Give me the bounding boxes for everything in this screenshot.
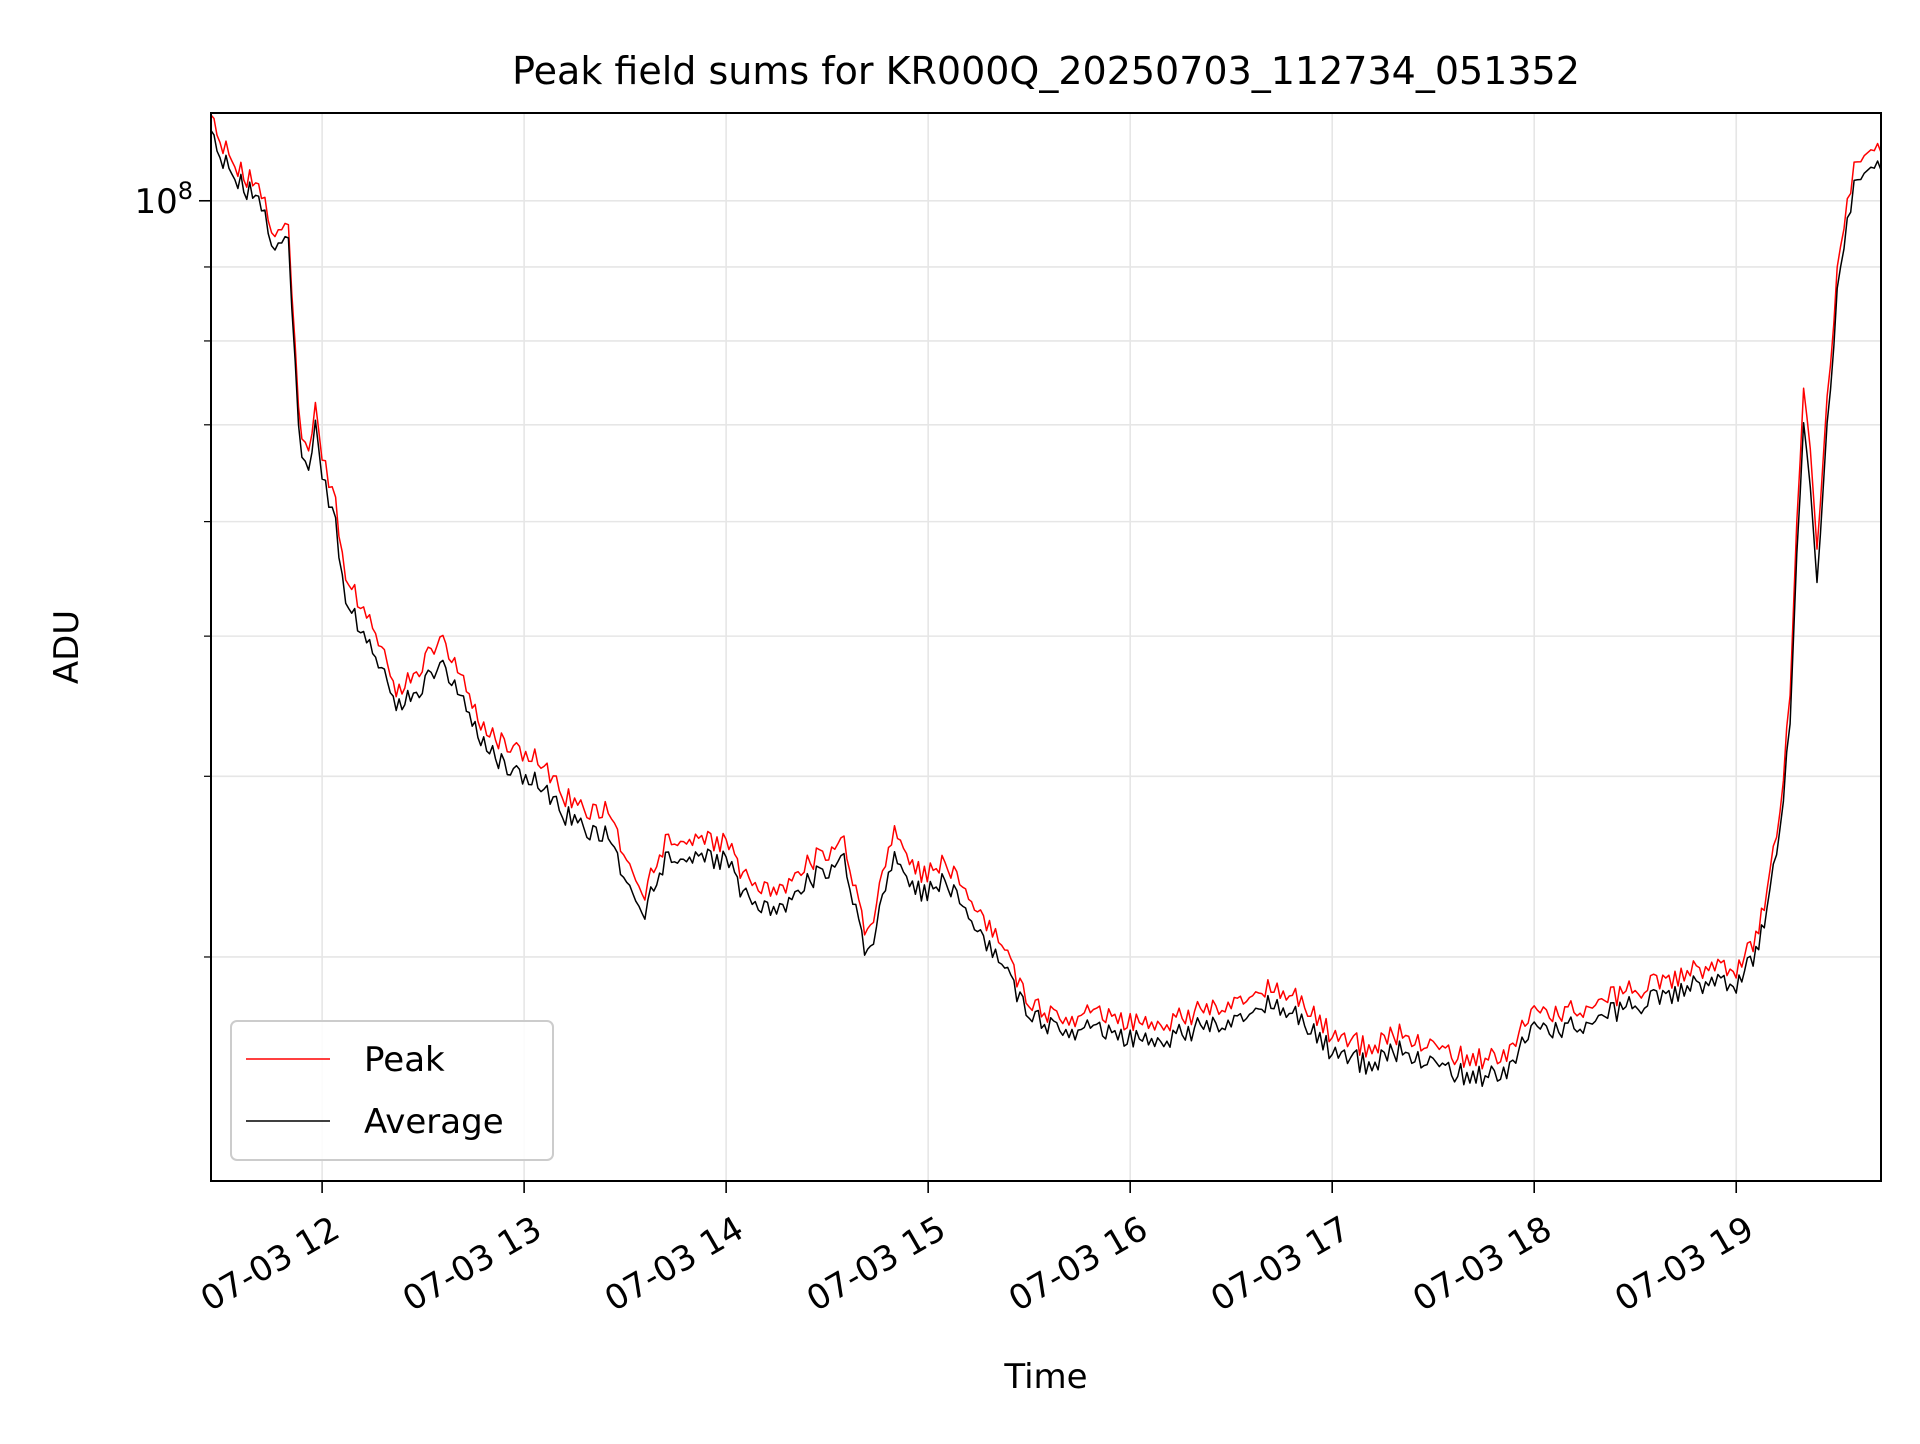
series-line-peak	[210, 114, 1882, 1070]
plot-frame	[210, 112, 1882, 1182]
series-lines	[210, 114, 1882, 1088]
legend: Peak Average	[230, 1020, 554, 1161]
legend-label-average: Average	[364, 1102, 504, 1142]
y-tick-label-0: 108	[134, 177, 193, 222]
chart-title: Peak field sums for KR000Q_20250703_1127…	[512, 49, 1580, 93]
x-axis-label: Time	[1003, 1357, 1087, 1397]
y-axis-label: ADU	[47, 610, 87, 684]
grid-lines	[211, 113, 1881, 1181]
legend-box	[230, 1020, 554, 1161]
series-line-average	[210, 129, 1882, 1088]
legend-label-peak: Peak	[364, 1040, 445, 1080]
